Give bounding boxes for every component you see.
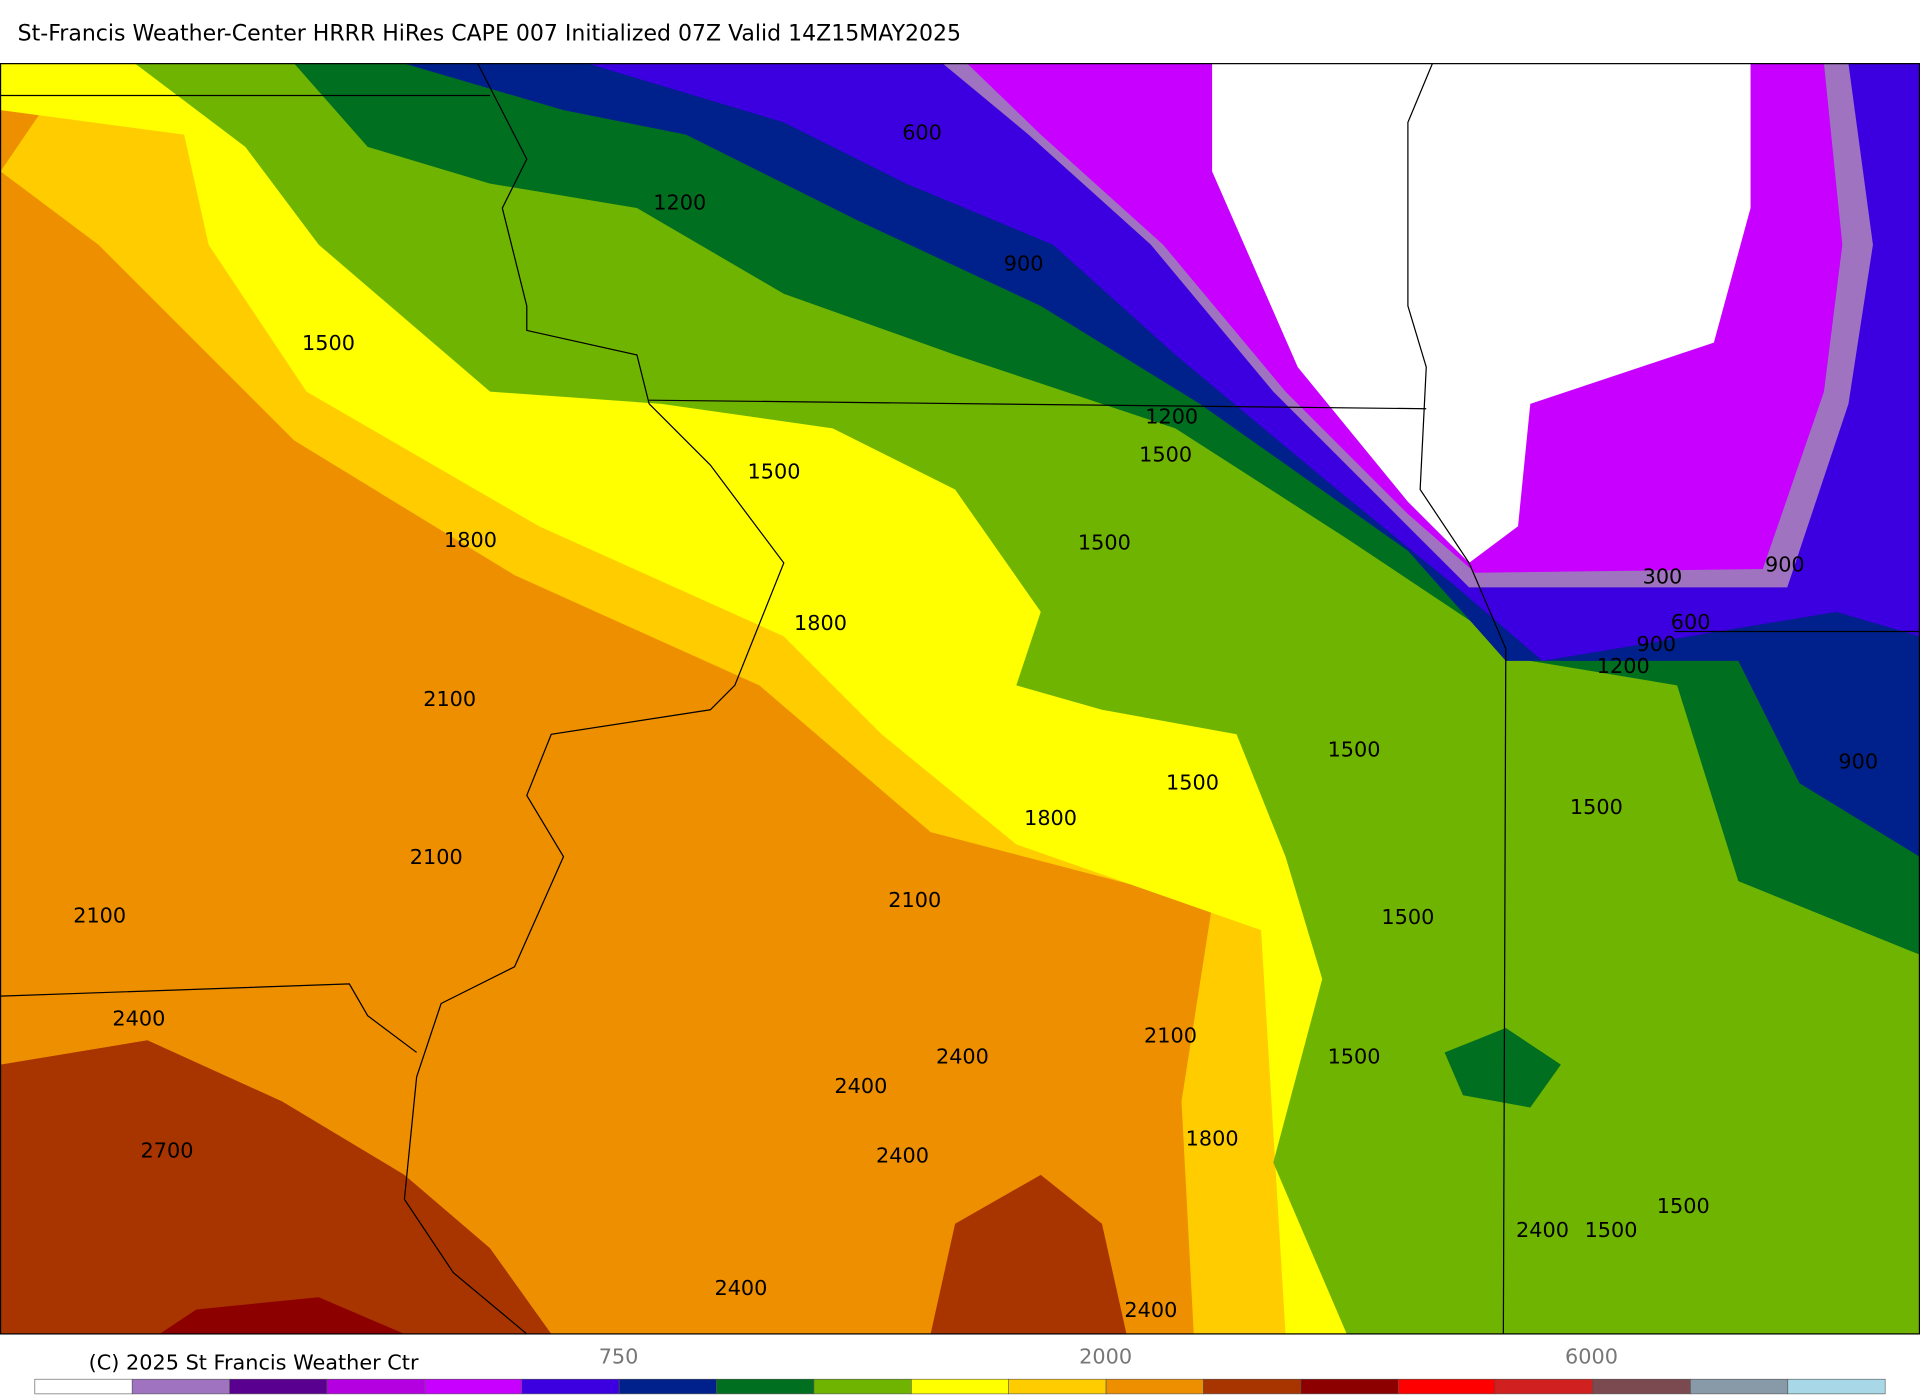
colorbar-swatch (1105, 1378, 1204, 1395)
contour-label: 1500 (1381, 905, 1434, 929)
colorbar-label: 6000 (1565, 1344, 1618, 1368)
field (159, 1297, 405, 1334)
contour-label: 2400 (936, 1044, 989, 1068)
contour-label: 2700 (141, 1139, 194, 1163)
contour-label: 2100 (1144, 1024, 1197, 1048)
contour-label: 2400 (834, 1074, 887, 1098)
colorbar-swatch (1203, 1378, 1302, 1395)
contour-label: 1800 (444, 528, 497, 552)
contour-label: 1500 (1078, 530, 1131, 554)
field (930, 1174, 1127, 1334)
contour-label: 2100 (888, 888, 941, 912)
colorbar-swatch (618, 1378, 717, 1395)
colorbar-swatch (813, 1378, 912, 1395)
contour-label: 2400 (714, 1276, 767, 1300)
contour-label: 1500 (1166, 770, 1219, 794)
contour-label: 1800 (794, 611, 847, 635)
colorbar-label: 750 (599, 1344, 639, 1368)
contour-label: 1200 (653, 190, 706, 214)
contour-label: 2100 (423, 687, 476, 711)
colorbar-swatch (1690, 1378, 1789, 1395)
colorbar-swatch (1300, 1378, 1399, 1395)
contour-label: 900 (1765, 553, 1805, 577)
lake (1212, 63, 1751, 563)
contour-label: 1800 (1024, 806, 1077, 830)
contour-label: 1500 (748, 459, 801, 483)
contour-label: 600 (1671, 610, 1711, 634)
contour-label: 2100 (73, 904, 126, 928)
contour-label: 1200 (1597, 654, 1650, 678)
contour-label: 1200 (1145, 404, 1198, 428)
colorbar: 750 2000 6000 (34, 1344, 1886, 1395)
field (1444, 1027, 1561, 1108)
field (0, 1040, 552, 1334)
colorbar-label: 2000 (1079, 1344, 1132, 1368)
contour-label: 900 (1838, 750, 1878, 774)
contour-label: 1500 (1585, 1218, 1638, 1242)
contour-label: 1500 (302, 331, 355, 355)
contour-label: 1500 (1139, 442, 1192, 466)
contour-label: 2400 (876, 1144, 929, 1168)
contour-label: 1800 (1186, 1126, 1239, 1150)
copyright: (C) 2025 St Francis Weather Ctr (89, 1350, 419, 1374)
colorbar-swatch (326, 1378, 425, 1395)
colorbar-swatch (34, 1378, 133, 1395)
contour-label: 1500 (1657, 1194, 1710, 1218)
colorbar-swatch (424, 1378, 523, 1395)
contour-label: 2100 (410, 845, 463, 869)
contour-label: 2400 (1516, 1218, 1569, 1242)
contour-label: 1500 (1328, 737, 1381, 761)
colorbar-swatch (1008, 1378, 1107, 1395)
colorbar-swatch (1495, 1378, 1594, 1395)
contour-label: 1500 (1328, 1044, 1381, 1068)
borders (0, 63, 1920, 1335)
colorbar-swatch (911, 1378, 1009, 1395)
contour-label: 900 (1004, 251, 1044, 275)
contour-label: 900 (1636, 632, 1676, 656)
colorbar-swatch (1397, 1378, 1496, 1395)
colorbar-swatch (1787, 1378, 1886, 1395)
contour-label: 2400 (112, 1007, 165, 1031)
colorbar-swatch (1592, 1378, 1691, 1395)
contour-label: 1500 (1570, 795, 1623, 819)
contour-label: 300 (1643, 565, 1683, 589)
colorbar-swatch (521, 1378, 620, 1395)
colorbar-swatch (131, 1378, 230, 1395)
contour-label: 2400 (1124, 1298, 1177, 1322)
contour-label: 600 (902, 121, 942, 145)
title: St-Francis Weather-Center HRRR HiRes CAP… (18, 21, 961, 46)
colorbar-swatch (716, 1378, 815, 1395)
colorbar-swatch (229, 1378, 328, 1395)
